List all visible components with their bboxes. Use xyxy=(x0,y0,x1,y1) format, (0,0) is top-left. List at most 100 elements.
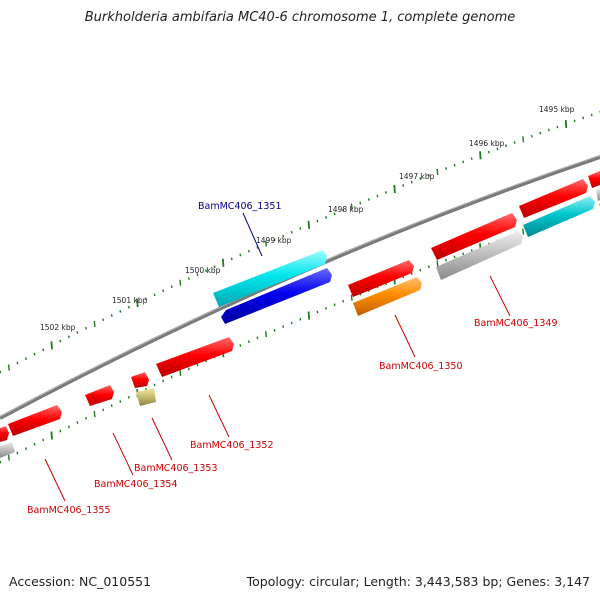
gene-label-bammc406-1354[interactable]: BamMC406_1354 xyxy=(94,479,177,490)
minor-tick-mark xyxy=(102,318,105,322)
minor-tick-mark xyxy=(590,113,593,117)
gene-feature-red-small[interactable] xyxy=(131,372,149,388)
minor-tick-mark xyxy=(85,416,87,420)
minor-tick-mark xyxy=(445,258,447,262)
minor-tick-mark xyxy=(273,238,276,242)
gene-feature-red[interactable] xyxy=(431,213,517,260)
minor-tick-mark xyxy=(282,234,285,238)
minor-tick-mark xyxy=(410,180,413,184)
minor-tick-mark xyxy=(325,306,327,310)
gene-feature-bammc406-1354[interactable] xyxy=(85,385,114,406)
minor-tick-mark xyxy=(187,367,190,371)
minor-tick-mark xyxy=(33,442,36,446)
minor-tick-mark xyxy=(462,160,465,164)
minor-tick-mark xyxy=(76,331,79,334)
gene-feature-gray[interactable] xyxy=(436,231,523,280)
minor-tick-mark xyxy=(350,294,353,301)
minor-tick-mark xyxy=(462,252,465,256)
minor-tick-mark xyxy=(445,167,447,170)
tick-label: 1498 kbp xyxy=(328,205,364,214)
minor-tick-mark xyxy=(505,144,507,148)
minor-tick-mark xyxy=(102,408,105,412)
tick-label: 1501 kbp xyxy=(112,296,148,305)
tick-label: 1499 kbp xyxy=(256,236,292,245)
gene-label-bammc406-1349[interactable]: BamMC406_1349 xyxy=(474,318,557,329)
minor-tick-mark xyxy=(16,451,19,455)
topology-text: Topology: circular; Length: 3,443,583 bp… xyxy=(246,574,590,589)
major-tick-mark xyxy=(564,119,568,129)
minor-tick-mark xyxy=(316,310,319,314)
minor-tick-mark xyxy=(59,339,62,343)
tick-label: 1500 kbp xyxy=(185,266,221,275)
gene-label-bammc406-1351[interactable]: BamMC406_1351 xyxy=(198,201,281,212)
gene-feature-bammc406-1351[interactable] xyxy=(213,250,327,307)
minor-tick-mark xyxy=(239,344,242,347)
outer-tick-ring xyxy=(0,110,600,374)
minor-tick-mark xyxy=(359,201,362,205)
minor-tick-mark xyxy=(522,136,525,143)
minor-tick-mark xyxy=(127,305,130,309)
minor-tick-mark xyxy=(316,219,319,223)
minor-tick-mark xyxy=(265,240,268,247)
gene-feature-red[interactable] xyxy=(348,260,414,297)
minor-tick-mark xyxy=(367,198,370,201)
gene-feature-olive[interactable] xyxy=(136,388,156,406)
gene-features xyxy=(0,171,600,458)
major-tick-mark xyxy=(479,151,482,160)
minor-tick-mark xyxy=(205,269,207,273)
gene-label-bammc406-1352[interactable]: BamMC406_1352 xyxy=(190,440,273,451)
minor-tick-mark xyxy=(119,400,122,403)
gene-feature-orange[interactable] xyxy=(353,277,422,316)
tick-label: 1497 kbp xyxy=(399,172,435,181)
leader-line xyxy=(44,458,66,502)
minor-tick-mark xyxy=(453,255,456,259)
minor-tick-mark xyxy=(93,410,96,418)
minor-tick-mark xyxy=(153,383,156,387)
gene-feature-teal[interactable] xyxy=(523,196,595,237)
major-tick-mark xyxy=(136,298,139,308)
gene-label-bammc406-1355[interactable]: BamMC406_1355 xyxy=(27,505,110,516)
gene-feature-bammc406-1352[interactable] xyxy=(156,337,234,377)
leader-line xyxy=(208,394,230,438)
minor-tick-mark xyxy=(513,141,516,144)
minor-tick-mark xyxy=(170,285,173,289)
minor-tick-mark xyxy=(196,273,199,277)
minor-tick-mark xyxy=(25,357,27,361)
minor-tick-mark xyxy=(522,228,525,235)
gene-feature-red-edge[interactable] xyxy=(0,426,9,442)
major-tick-mark xyxy=(307,311,311,320)
gene-label-bammc406-1353[interactable]: BamMC406_1353 xyxy=(134,463,217,474)
gene-feature-gray[interactable] xyxy=(596,188,600,201)
minor-tick-mark xyxy=(7,364,10,371)
gene-feature-red[interactable] xyxy=(519,179,588,218)
minor-tick-mark xyxy=(59,429,62,433)
minor-tick-mark xyxy=(256,336,259,340)
gene-feature-red[interactable] xyxy=(588,171,600,188)
minor-tick-mark xyxy=(436,168,439,175)
minor-tick-mark xyxy=(539,131,542,135)
minor-tick-mark xyxy=(556,125,559,129)
minor-tick-mark xyxy=(67,425,70,429)
leader-line xyxy=(112,432,134,476)
minor-tick-mark xyxy=(419,268,422,272)
accession-text: Accession: NC_010551 xyxy=(9,574,152,589)
gene-feature-gray-edge[interactable] xyxy=(0,442,15,458)
major-tick-mark xyxy=(50,341,53,350)
minor-tick-mark xyxy=(333,303,336,307)
minor-tick-mark xyxy=(33,352,36,356)
tick-label: 1502 kbp xyxy=(40,323,76,332)
minor-tick-mark xyxy=(470,157,473,160)
minor-tick-mark xyxy=(427,173,430,177)
minor-tick-mark xyxy=(187,277,190,281)
major-tick-mark xyxy=(50,431,53,440)
major-tick-mark xyxy=(393,184,396,194)
minor-tick-mark xyxy=(582,116,585,120)
minor-tick-mark xyxy=(247,249,250,253)
minor-tick-mark xyxy=(453,163,456,167)
gene-feature-bammc406-1355[interactable] xyxy=(8,405,62,436)
minor-tick-mark xyxy=(0,370,2,374)
gene-label-bammc406-1350[interactable]: BamMC406_1350 xyxy=(379,361,462,372)
minor-tick-mark xyxy=(119,309,122,313)
gene-feature-blue[interactable] xyxy=(221,268,332,324)
